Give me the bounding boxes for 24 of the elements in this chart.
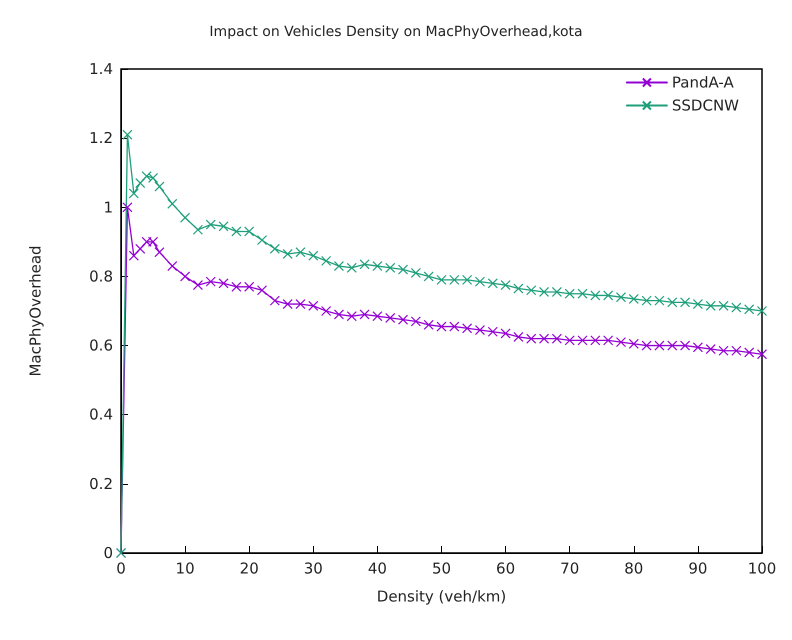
x-tick-label: 0 [116,560,126,578]
x-tick-label: 100 [748,560,776,578]
x-tick-label: 20 [240,560,259,578]
y-tick-label: 0 [103,544,113,562]
x-axis-title: Density (veh/km) [376,588,506,606]
y-tick-label: 0.6 [89,336,113,355]
x-tick-label: 50 [432,560,452,578]
x-tick-label: 90 [688,560,708,578]
y-tick-label: 1.2 [89,129,113,148]
y-tick-label: 1 [103,198,113,216]
x-tick-label: 70 [560,560,580,578]
legend-label: SSDCNW [672,96,740,114]
x-tick-label: 40 [368,560,387,578]
legend-label: PandA-A [672,74,734,92]
y-tick-label: 0.2 [89,474,113,493]
x-tick-label: 30 [304,560,323,578]
chart-title: Impact on Vehicles Density on MacPhyOverhead,kota [209,24,583,40]
y-tick-label: 0.8 [89,267,113,286]
x-tick-label: 10 [176,560,195,578]
y-tick-label: 0.4 [89,406,113,424]
x-tick-label: 80 [624,560,644,578]
y-axis-title: MacPhyOverhead [26,245,44,377]
y-tick-label: 1.4 [89,60,113,78]
x-tick-label: 60 [496,560,516,578]
